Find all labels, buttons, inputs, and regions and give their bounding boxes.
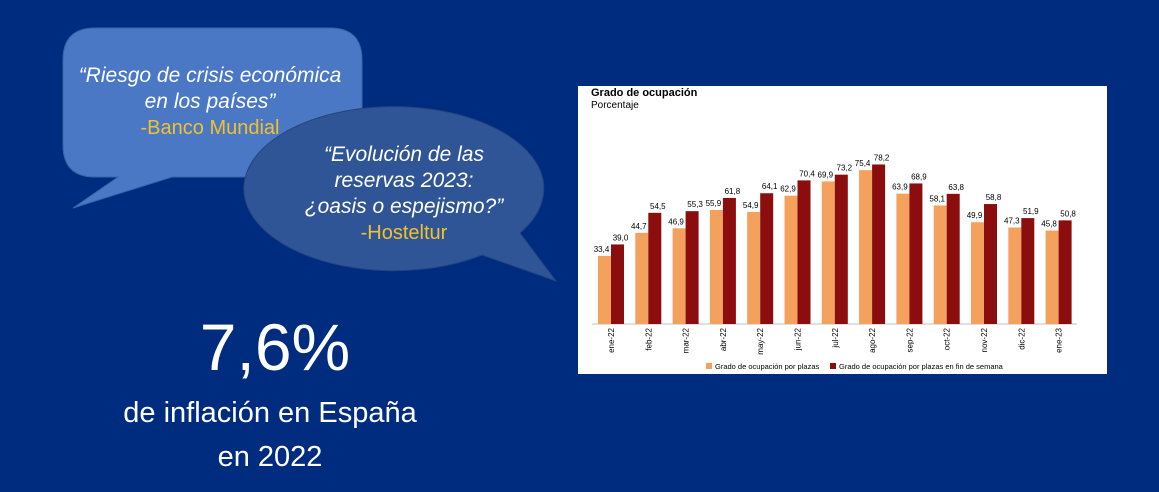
bar-fin-semana [1058,220,1072,324]
x-tick-label: jun-22 [794,327,803,351]
quote-2-line-2: reservas 2023: [334,169,474,192]
bar-plazas [933,205,947,324]
data-label: 63,8 [948,183,964,192]
legend-label: Grado de ocupación por plazas en fin de … [839,362,1004,371]
x-tick-label: ene-23 [1055,327,1064,352]
quote-1-source: -Banco Mundial [140,117,280,139]
x-tick-label: oct-22 [943,327,952,350]
data-label: 63,9 [892,183,908,192]
bar-plazas [672,228,686,324]
bar-plazas [747,212,761,324]
bar-plazas [784,195,798,324]
quote-2-line-3: ¿oasis o espejismo?” [304,195,504,218]
bar-plazas [709,209,723,324]
quote-banco-mundial: “Riesgo de crisis económica en los paíse… [64,63,356,141]
speech-bubble-2 [243,106,558,283]
bar-fin-semana [685,211,699,324]
data-label: 78,2 [874,153,890,162]
data-label: 49,9 [967,211,983,220]
data-label: 46,9 [668,217,684,226]
bar-plazas [635,232,649,324]
chart-plot: 33,439,0 ene-22 44,7 54,5 feb-22 46,955,3 mar-… [592,153,1077,371]
x-tick-label: mar-22 [682,327,691,353]
bar-fin-semana [984,204,997,324]
data-label: 64,1 [762,182,778,191]
data-label: 50,8 [1060,209,1076,218]
bar-plazas [859,170,873,324]
data-label: 73,2 [837,164,853,173]
quote-2-source: -Hosteltur [360,222,448,244]
bar-plazas [1008,227,1022,324]
data-label: 44,7 [631,222,647,231]
data-label: 33,4 [594,245,610,254]
x-tick-label: nov-22 [980,327,989,352]
quote-1-line-2: en los países” [144,90,276,113]
data-label: 54,9 [743,201,759,210]
data-label: 69,9 [818,170,834,179]
bar-fin-semana [722,197,736,324]
inflation-label-line-1: de inflación en España [123,397,417,429]
x-tick-label: dic-22 [1017,327,1026,349]
quote-1-line-1: “Riesgo de crisis económica [78,64,342,87]
x-tick-label: abr-22 [719,327,728,351]
legend-label: Grado de ocupación por plazas [715,362,819,371]
legend-swatch [830,363,836,369]
chart-subtitle: Porcentaje [591,100,639,111]
bar-fin-semana [834,174,848,324]
data-label: 45,8 [1041,220,1057,229]
x-tick-label: ene-22 [607,327,616,352]
occupancy-chart: Grado de ocupación Porcentaje 33,4 39,0 en… [578,86,1107,374]
data-label: 55,9 [706,199,722,208]
x-tick-label: sep-22 [905,327,914,352]
bar-fin-semana [797,180,811,324]
data-label: 68,9 [911,172,927,181]
chart-title: Grado de ocupación [591,87,698,99]
x-tick-label: may-22 [756,327,765,354]
quote-hosteltur: “Evolución de las reservas 2023: ¿oasis … [258,142,550,246]
data-label: 75,4 [855,159,871,168]
x-tick-label: ago-22 [868,327,877,352]
bar-plazas [821,181,835,324]
data-label: 47,3 [1004,217,1020,226]
bar-fin-semana [946,193,960,324]
data-label: 51,9 [1023,207,1039,216]
data-label: 61,8 [725,187,741,196]
bar-fin-semana [909,183,923,324]
data-label: 58,1 [929,194,945,203]
bar-plazas [971,222,984,324]
x-tick-label: feb-22 [644,327,653,350]
quote-2-line-1: “Evolución de las [324,143,484,166]
bar-plazas [1045,230,1059,324]
bar-fin-semana [611,244,624,324]
bar-fin-semana [648,212,662,324]
inflation-label-line-2: en 2022 [217,441,323,473]
data-label: 58,8 [986,193,1002,202]
x-tick-label: jul-22 [831,327,840,348]
bar-fin-semana [1021,218,1035,324]
data-label: 62,9 [780,185,796,194]
bar-fin-semana [872,164,886,324]
data-label: 55,3 [687,200,703,209]
inflation-value: 7,6% [199,310,351,384]
data-label: 39,0 [613,233,629,242]
bar-fin-semana [760,193,774,324]
bar-plazas [598,255,611,324]
data-label: 70,4 [799,169,815,178]
data-label: 54,5 [650,202,666,211]
bar-plazas [896,193,910,324]
legend-swatch [706,363,712,369]
